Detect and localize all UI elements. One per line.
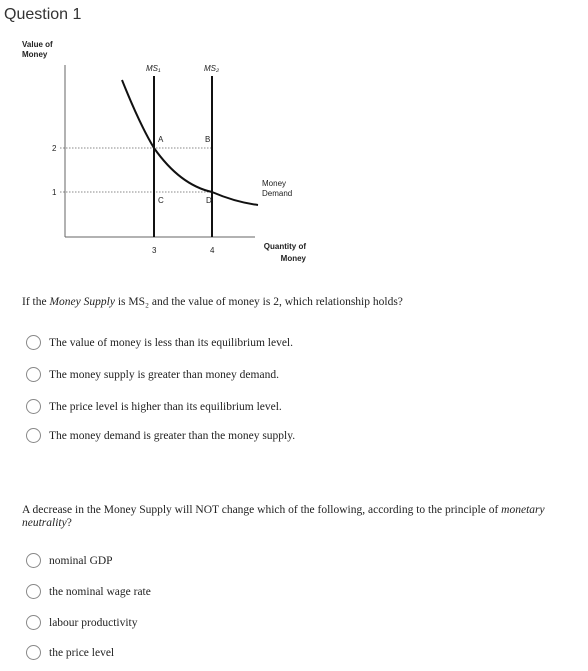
x-axis-label: Money — [281, 254, 307, 263]
x-tick-label: 4 — [210, 246, 215, 255]
prompt-text: is MS₂ and the value of money is 2, whic… — [114, 296, 403, 308]
option-text: The price level is higher than its equil… — [49, 400, 282, 413]
option-text: The money supply is greater than money d… — [49, 368, 279, 381]
y-axis-label: Money — [22, 50, 48, 59]
option-text: The value of money is less than its equi… — [49, 336, 294, 349]
option-text: labour productivity — [49, 616, 138, 629]
radio-button[interactable] — [26, 584, 41, 599]
point-label: A — [158, 135, 164, 144]
radio-button[interactable] — [26, 399, 41, 414]
point-label: B — [205, 135, 210, 144]
radio-button[interactable] — [26, 367, 41, 382]
prompt-text: A decrease in the Money Supply will NOT … — [22, 504, 502, 516]
answer-option[interactable]: The money supply is greater than money d… — [26, 367, 279, 382]
y-axis-label: Value of — [22, 40, 53, 49]
x-axis-label: Quantity of — [264, 242, 307, 251]
option-text: The money demand is greater than the mon… — [49, 429, 296, 442]
radio-button[interactable] — [26, 428, 41, 443]
answer-option[interactable]: the nominal wage rate — [26, 584, 151, 599]
y-tick-label: 1 — [52, 188, 57, 197]
radio-button[interactable] — [26, 615, 41, 630]
answer-option[interactable]: The price level is higher than its equil… — [26, 399, 282, 414]
point-label: C — [158, 196, 164, 205]
ms2-label: MS₂ — [204, 64, 219, 73]
demand-label: Money — [262, 179, 286, 188]
prompt-text: Money Supply — [49, 296, 115, 308]
answer-option[interactable]: labour productivity — [26, 615, 137, 630]
x-tick-label: 3 — [152, 246, 157, 255]
prompt-text: monetary neutrality — [22, 504, 545, 529]
prompt-text: ? — [66, 517, 72, 529]
answer-option[interactable]: nominal GDP — [26, 553, 113, 568]
radio-button[interactable] — [26, 553, 41, 568]
answer-option[interactable]: The value of money is less than its equi… — [26, 335, 293, 350]
answer-option[interactable]: The money demand is greater than the mon… — [26, 428, 295, 443]
question-prompt: A decrease in the Money Supply will NOT … — [22, 504, 578, 530]
demand-label: Demand — [262, 189, 292, 198]
option-text: the price level — [49, 646, 115, 659]
question-prompt: If the Money Supply is MS₂ and the value… — [22, 296, 403, 309]
question-title: Question 1 — [4, 6, 82, 23]
point-label: D — [206, 196, 212, 205]
radio-button[interactable] — [26, 335, 41, 350]
money-market-diagram: Value of Money 2 1 3 4 MS₁ MS₂ Money Dem… — [22, 40, 307, 263]
answer-option[interactable]: the price level — [26, 645, 114, 660]
option-text: nominal GDP — [49, 554, 113, 567]
demand-curve — [121, 79, 259, 206]
radio-button[interactable] — [26, 645, 41, 660]
y-tick-label: 2 — [52, 144, 57, 153]
option-text: the nominal wage rate — [49, 585, 151, 598]
prompt-text: If the — [22, 296, 50, 308]
ms1-label: MS₁ — [146, 64, 161, 73]
